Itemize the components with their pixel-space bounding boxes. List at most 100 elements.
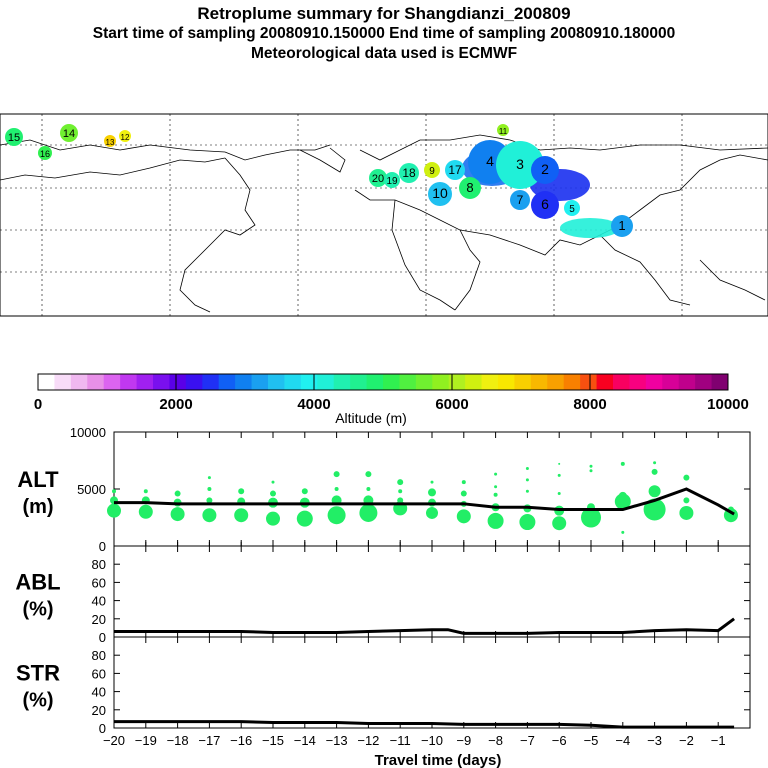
- altitude-point: [207, 476, 211, 480]
- colorbar-swatch: [695, 374, 713, 390]
- altitude-point: [334, 487, 339, 491]
- y-tick-label: 20: [92, 612, 106, 627]
- colorbar-swatch: [87, 374, 105, 390]
- colorbar-tick-label: 0: [34, 396, 42, 413]
- colorbar-tick-label: 6000: [435, 396, 468, 413]
- x-tick-label: −9: [456, 733, 471, 748]
- colorbar-tick-label: 4000: [297, 396, 330, 413]
- altitude-median-line: [114, 487, 735, 516]
- panel-str: STR (%) 0 20 40 60 80: [16, 636, 751, 736]
- altitude-point: [487, 512, 504, 529]
- colorbar-swatch: [120, 374, 138, 390]
- panel-abl: ABL (%) 0 20 40 60 80: [15, 545, 751, 645]
- x-tick-label: −2: [679, 733, 694, 748]
- y-tick-label: 0: [99, 721, 106, 736]
- altitude-point: [430, 480, 434, 484]
- time-series-panels: ALT (m) 10000 5000 0 ABL (%) 0 20 40 60 80 STR (%) 0 20…: [15, 425, 751, 748]
- trajectory-day-label: 17: [448, 163, 462, 177]
- trajectory-marker: [531, 156, 559, 184]
- colorbar-tick-label: 2000: [159, 396, 192, 413]
- x-tick-label: −15: [262, 733, 284, 748]
- meteo-source: Meteorological data used is ECMWF: [250, 45, 518, 62]
- altitude-point: [270, 490, 276, 497]
- altitude-point: [271, 480, 275, 484]
- trajectory-day-label: 20: [372, 173, 384, 185]
- y-tick-label: 40: [92, 685, 106, 700]
- y-tick-label: 20: [92, 703, 106, 718]
- colorbar-swatch: [563, 374, 581, 390]
- altitude-point: [648, 485, 661, 498]
- altitude-point: [143, 489, 148, 494]
- trajectory-day-label: 9: [429, 166, 435, 177]
- x-axis-label: Travel time (days): [375, 752, 502, 768]
- colorbar-swatch: [448, 374, 466, 390]
- colorbar-swatch: [284, 374, 302, 390]
- colorbar-swatch: [136, 374, 154, 390]
- trajectory-day-label: 15: [8, 132, 20, 144]
- trajectory-day-label: 4: [486, 153, 494, 169]
- colorbar-swatch: [662, 374, 680, 390]
- trajectory-cloud: [560, 218, 620, 238]
- altitude-point: [206, 497, 213, 504]
- altitude-point: [653, 461, 657, 465]
- colorbar-swatch: [645, 374, 663, 390]
- x-tick-label: −18: [167, 733, 189, 748]
- trajectory-day-label: 16: [40, 149, 50, 159]
- colorbar-swatch: [202, 374, 220, 390]
- x-tick-label: −6: [552, 733, 567, 748]
- altitude-point: [620, 461, 625, 466]
- y-tick-label: 60: [92, 575, 106, 590]
- altitude-point: [428, 488, 436, 497]
- colorbar-tick-label: 10000: [707, 396, 749, 413]
- altitude-point: [202, 508, 217, 523]
- sampling-time: Start time of sampling 20080910.150000 E…: [92, 25, 676, 42]
- colorbar-swatch: [38, 374, 55, 390]
- plot-title: Retroplume summary for Shangdianzi_20080…: [197, 4, 571, 23]
- y-axis-label: STR: [16, 661, 60, 686]
- altitude-point: [618, 491, 627, 500]
- colorbar-tick-label: 8000: [573, 396, 606, 413]
- colorbar-swatch: [711, 374, 729, 390]
- x-tick-label: −19: [135, 733, 157, 748]
- altitude-point: [461, 480, 466, 485]
- altitude-point: [359, 503, 378, 522]
- colorbar-swatch: [350, 374, 368, 390]
- colorbar-swatch: [596, 374, 614, 390]
- x-tick-label: −11: [390, 733, 411, 748]
- altitude-point: [614, 493, 631, 510]
- colorbar-swatch: [103, 374, 121, 390]
- altitude-point: [589, 464, 593, 468]
- colorbar-swatch: [547, 374, 565, 390]
- y-axis-label: (%): [22, 599, 53, 621]
- colorbar-swatch: [383, 374, 400, 390]
- trajectory-day-label: 6: [541, 196, 549, 212]
- altitude-point: [589, 469, 593, 473]
- altitude-point: [301, 488, 308, 495]
- altitude-point: [365, 471, 372, 478]
- y-tick-label: 0: [99, 539, 106, 554]
- colorbar-swatch: [54, 374, 72, 390]
- x-tick-label: −10: [421, 733, 443, 748]
- trajectory-day-label: 13: [106, 138, 115, 147]
- trajectory-day-label: 3: [516, 156, 524, 172]
- trajectory-marker: [38, 146, 52, 160]
- x-tick-label: −5: [584, 733, 599, 748]
- altitude-point: [456, 509, 471, 524]
- y-tick-label: 60: [92, 666, 106, 681]
- colorbar-swatch: [678, 374, 696, 390]
- trajectory-marker: [104, 135, 116, 147]
- trajectory-day-label: 19: [386, 176, 398, 187]
- altitude-point: [112, 489, 116, 494]
- altitude-point: [651, 468, 658, 475]
- y-axis-label: ALT: [17, 467, 59, 492]
- altitude-point: [621, 530, 625, 534]
- altitude-point: [679, 505, 694, 520]
- trajectory-day-label: 8: [466, 180, 473, 195]
- altitude-point: [519, 514, 536, 531]
- altitude-point: [525, 489, 529, 493]
- altitude-point: [398, 489, 403, 494]
- y-tick-label: 5000: [77, 482, 106, 497]
- trajectory-marker: [399, 163, 419, 183]
- trajectory-marker: [459, 177, 481, 199]
